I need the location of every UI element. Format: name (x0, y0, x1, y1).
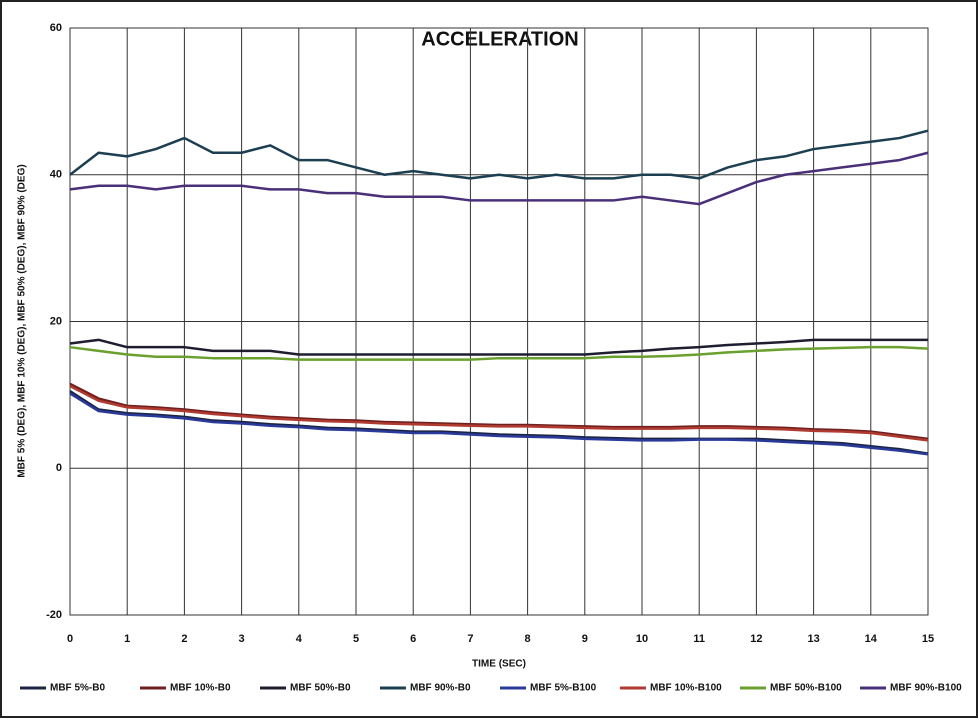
legend-label: MBF 50%-B0 (290, 683, 351, 694)
x-tick-label: 9 (582, 633, 588, 645)
legend-label: MBF 5%-B100 (530, 683, 597, 694)
chart-title: ACCELERATION (421, 28, 578, 50)
x-tick-label: 15 (922, 633, 934, 645)
x-tick-label: 5 (353, 633, 359, 645)
x-tick-label: 2 (181, 633, 187, 645)
x-tick-label: 7 (467, 633, 473, 645)
legend-label: MBF 5%-B0 (50, 683, 105, 694)
series-line (69, 129, 929, 180)
series-line (69, 345, 929, 361)
x-axis-label: TIME (SEC) (472, 659, 526, 670)
x-tick-label: 14 (865, 633, 878, 645)
y-axis-label: MBF 5% (DEG), MBF 10% (DEG), MBF 50% (DE… (17, 164, 28, 477)
series-line (69, 338, 928, 356)
series-line (69, 390, 929, 455)
y-tick-label: 20 (50, 315, 62, 327)
x-tick-label: 4 (296, 633, 303, 645)
series-line (69, 384, 929, 442)
legend-label: MBF 10%-B100 (650, 683, 722, 694)
x-tick-label: 10 (636, 633, 648, 645)
x-tick-label: 12 (750, 633, 762, 645)
y-tick-label: 60 (50, 22, 62, 34)
x-tick-label: 13 (807, 633, 819, 645)
x-tick-label: 11 (693, 633, 705, 645)
y-tick-label: 0 (56, 462, 62, 474)
series-line (69, 151, 929, 206)
x-tick-label: 1 (124, 633, 130, 645)
x-tick-label: 3 (239, 633, 245, 645)
series-line (69, 382, 929, 441)
legend-label: MBF 90%-B100 (890, 683, 962, 694)
legend-label: MBF 90%-B0 (410, 683, 471, 694)
x-tick-label: 8 (525, 633, 531, 645)
x-tick-label: 0 (67, 633, 73, 645)
legend-label: MBF 50%-B100 (770, 683, 842, 694)
x-tick-label: 6 (410, 633, 416, 645)
legend-label: MBF 10%-B0 (170, 683, 231, 694)
y-tick-label: 40 (50, 169, 62, 181)
y-tick-label: -20 (46, 609, 62, 621)
series-line (69, 392, 929, 456)
